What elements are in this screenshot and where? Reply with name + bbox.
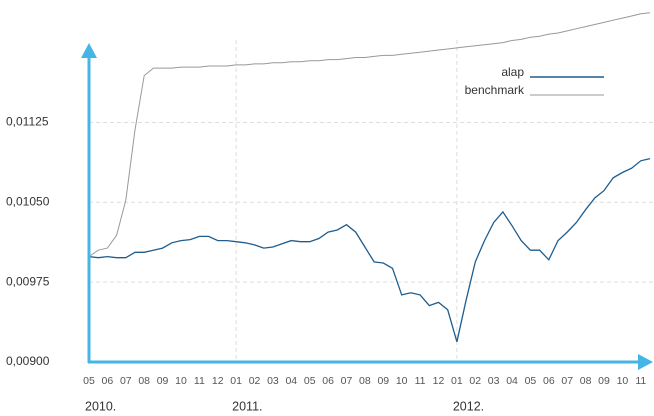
x-tick-label: 11 (194, 375, 205, 387)
y-tick-label: 0,01050 (6, 194, 50, 208)
x-tick-label: 03 (488, 375, 500, 387)
grid (89, 40, 654, 362)
x-tick-label: 09 (157, 375, 169, 387)
x-tick-label: 08 (580, 375, 592, 387)
x-tick-label: 12 (433, 375, 445, 387)
x-tick-label: 07 (120, 375, 132, 387)
series-line (88, 157, 651, 342)
x-tick-label: 03 (267, 375, 279, 387)
x-tick-label: 06 (102, 375, 114, 387)
x-tick-label: 12 (212, 375, 224, 387)
legend-label: alap (501, 65, 524, 79)
x-tick-label: 02 (249, 375, 261, 387)
y-axis-arrow (81, 43, 97, 58)
x-tick-label: 10 (396, 375, 408, 387)
x-tick-label: 08 (138, 375, 150, 387)
x-tick-label: 11 (415, 375, 426, 387)
legend-label: benchmark (465, 83, 525, 97)
x-tick-label: 09 (598, 375, 610, 387)
year-label: 2012. (453, 399, 484, 413)
x-tick-label: 10 (617, 375, 629, 387)
x-tick-label: 01 (451, 375, 463, 387)
x-tick-label: 07 (341, 375, 353, 387)
x-tick-label: 04 (506, 375, 518, 387)
y-tick-label: 0,00975 (6, 274, 50, 288)
x-tick-label: 05 (304, 375, 316, 387)
x-tick-label: 08 (359, 375, 371, 387)
series-line (88, 12, 651, 258)
x-tick-label: 10 (175, 375, 187, 387)
x-tick-label: 05 (525, 375, 537, 387)
x-tick-label: 06 (543, 375, 555, 387)
plot (88, 12, 651, 342)
y-tick-label: 0,01125 (6, 115, 49, 129)
axes (81, 43, 653, 370)
x-tick-label: 07 (561, 375, 573, 387)
year-label: 2011. (232, 399, 262, 413)
x-tick-label: 04 (285, 375, 297, 387)
x-tick-label: 06 (322, 375, 334, 387)
x-tick-label: 05 (83, 375, 95, 387)
y-tick-label: 0,00900 (6, 354, 50, 368)
x-tick-label: 02 (469, 375, 481, 387)
x-tick-label: 01 (230, 375, 242, 387)
x-tick-label: 09 (377, 375, 389, 387)
x-axis-arrow (638, 354, 653, 370)
year-label: 2010. (85, 399, 116, 413)
x-tick-label: 11 (635, 375, 646, 387)
labels: 0,00900 0,00975 0,01050 0,01125 05 06 07 08 09 10… (6, 65, 646, 413)
